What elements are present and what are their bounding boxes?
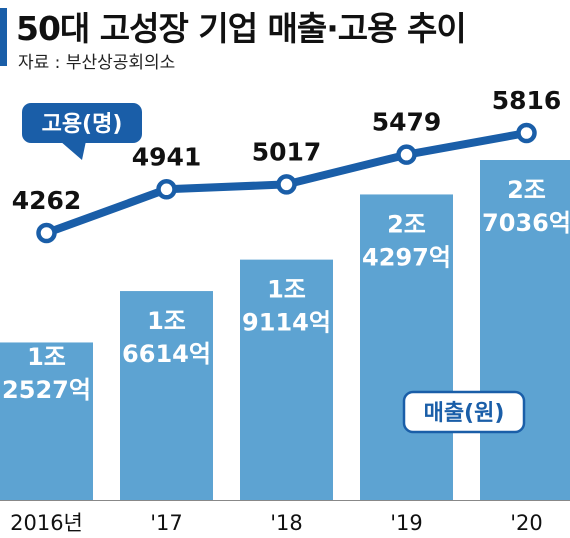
bar-value-label-1-1: 6614억 [122,340,211,368]
x-tick-label-4: '20 [510,511,543,535]
employment-value-label-4: 5816 [492,86,562,115]
employment-value-label-1: 4941 [132,142,202,171]
bar-4 [480,160,570,500]
legend-label-sales: 매출(원) [424,401,505,426]
employment-value-label-0: 4262 [12,186,82,215]
bar-value-label-4-0: 2조 [507,176,546,204]
bar-value-label-1-0: 1조 [147,307,186,335]
x-tick-label-1: '17 [150,511,183,535]
legend-badge-sales: 매출(원) [402,390,526,434]
employment-point-1 [156,179,177,200]
x-tick-label-2: '18 [270,511,303,535]
bar-value-label-0-0: 1조 [27,343,66,371]
bar-value-label-4-1: 7036억 [482,209,570,237]
employment-value-label-2: 5017 [252,137,322,166]
employment-point-4 [516,122,537,144]
bar-value-label-3-1: 4297억 [362,243,451,271]
chart-title: 50대 고성장 기업 매출·고용 추이 [16,9,467,48]
bar-value-label-2-1: 9114억 [242,309,331,337]
bar-1 [120,291,213,500]
badge-background [402,390,526,434]
badge-pointer [60,141,86,160]
bar-2 [240,259,333,500]
legend-badge-employment: 고용(명) [22,103,142,160]
bar-3 [360,194,453,500]
employment-value-label-3: 5479 [372,108,442,137]
bar-value-label-0-1: 2527억 [2,376,91,404]
x-tick-label-3: '19 [390,511,423,535]
x-tick-label-0: 2016년 [10,511,83,535]
legend-label-employment: 고용(명) [42,112,123,137]
bar-value-label-2-0: 1조 [267,276,306,304]
employment-point-3 [396,144,417,165]
title-accent-bar [0,8,7,66]
employment-point-2 [276,174,297,195]
employment-point-0 [36,222,57,244]
badge-background [22,103,142,143]
bar-value-label-3-0: 2조 [387,210,426,238]
source-note: 자료 : 부산상공회의소 [18,53,176,73]
bar-0 [0,342,93,500]
